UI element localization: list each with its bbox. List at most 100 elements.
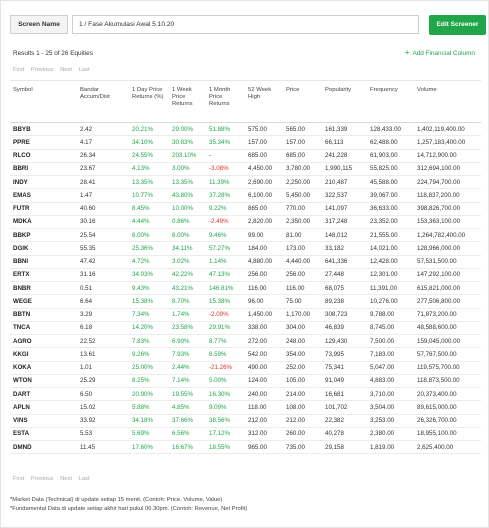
table-cell: 157.00 [283, 135, 322, 150]
table-cell: 17.60% [129, 440, 169, 455]
table-cell: 1.74% [169, 308, 206, 322]
symbol-cell[interactable]: TNCA [10, 321, 77, 336]
table-cell: 4,880.00 [245, 255, 283, 269]
symbol-cell[interactable]: DMND [10, 440, 77, 455]
table-cell: 1,450.00 [245, 308, 283, 322]
table-row[interactable]: FUTR 40.60 8.45% 10.00% 9.22% 865.00 770.00 141… [10, 202, 481, 216]
table-cell: 34.10% [129, 135, 169, 150]
pager-next[interactable]: Next [60, 476, 73, 482]
add-financial-column-button[interactable]: + Add Financial Column [405, 49, 475, 58]
symbol-cell[interactable]: WTON [10, 374, 77, 389]
symbol-cell[interactable]: INDY [10, 175, 77, 190]
table-row[interactable]: TNCA 6.18 14.20% 23.58% 29.91% 338.00 304.00 46… [10, 321, 481, 336]
table-row[interactable]: EMAS 1.47 10.77% 43.80% 37.28% 6,100.00 5,450.… [10, 188, 481, 203]
table-cell: 35.34% [206, 135, 245, 150]
pager-next[interactable]: Next [60, 67, 73, 73]
column-header[interactable]: Symbol [10, 80, 77, 123]
table-cell: 13.35% [129, 175, 169, 190]
table-row[interactable]: ERTX 31.16 34.03% 42.22% 47.13% 256.00 256.00 2… [10, 268, 481, 283]
screen-name-input[interactable]: 1 / Fase Akumulasi Awal 5.10.20 [72, 15, 419, 34]
column-header[interactable]: Popularity [322, 80, 367, 123]
table-cell: 965.00 [245, 440, 283, 455]
table-cell: 29.00% [169, 122, 206, 137]
pager-first[interactable]: First [13, 67, 25, 73]
table-row[interactable]: BBKP 25.54 8.00% 8.00% 9.46% 99.00 81.00 148,01… [10, 228, 481, 243]
symbol-cell[interactable]: DGIK [10, 241, 77, 256]
table-row[interactable]: DART 6.50 20.90% 19.55% 16.30% 240.00 214.00 16… [10, 387, 481, 402]
table-cell: 10.00% [169, 202, 206, 216]
table-cell: 43.80% [169, 188, 206, 203]
table-row[interactable]: MDKA 30.16 4.44% 0.86% -2.49% 2,820.00 2,350.0… [10, 215, 481, 230]
symbol-cell[interactable]: MDKA [10, 215, 77, 230]
edit-screener-button[interactable]: Edit Screener [429, 15, 486, 35]
table-cell: 42.22% [169, 268, 206, 283]
column-header[interactable]: Volume [414, 80, 481, 123]
symbol-cell[interactable]: VINS [10, 414, 77, 428]
table-cell: 43.21% [169, 281, 206, 296]
pager-last[interactable]: Last [78, 476, 90, 482]
table-row[interactable]: PPRE 4.17 34.10% 30.83% 35.34% 157.00 157.00 66… [10, 135, 481, 150]
symbol-cell[interactable]: KOKA [10, 361, 77, 375]
table-row[interactable]: BBNI 47.42 4.72% 3.02% 1.14% 4,880.00 4,440.00… [10, 255, 481, 269]
table-cell: 8.00% [169, 228, 206, 243]
table-cell: 3.02% [169, 255, 206, 269]
column-header[interactable]: Price [283, 80, 322, 123]
column-header[interactable]: 1 Day Price Returns (%) [129, 80, 169, 123]
table-cell: 865.00 [245, 202, 283, 216]
table-row[interactable]: BNBR 0.51 9.43% 43.21% 146.81% 116.00 116.00 68… [10, 281, 481, 296]
table-cell: 73,995 [322, 347, 367, 362]
symbol-cell[interactable]: RLCO [10, 149, 77, 163]
table-cell: 12,301.00 [367, 268, 414, 283]
table-row[interactable]: WTON 25.29 8.25% 7.14% 5.00% 124.00 105.00 91,0… [10, 374, 481, 389]
pager-previous[interactable]: Previous [30, 476, 54, 482]
symbol-cell[interactable]: BBYB [10, 122, 77, 137]
table-cell: 13.61 [77, 347, 129, 362]
results-count: Results 1 - 25 of 26 Equities [13, 50, 93, 57]
column-header[interactable]: Frequency [367, 80, 414, 123]
table-cell: 89,615,000.00 [414, 400, 481, 415]
column-header[interactable]: 1 Week Price Returns [169, 80, 206, 123]
table-cell: 1.47 [77, 188, 129, 203]
symbol-cell[interactable]: WEGE [10, 294, 77, 309]
table-cell: 75,341 [322, 361, 367, 375]
table-cell: 33,182 [322, 241, 367, 256]
table-row[interactable]: DGIK 55.35 25.36% 34.11% 57.27% 184.00 173.00 3… [10, 241, 481, 256]
table-row[interactable]: INDY 28.41 13.35% 13.35% 11.39% 2,690.00 2,250… [10, 175, 481, 190]
pager-first[interactable]: First [13, 476, 25, 482]
symbol-cell[interactable]: ERTX [10, 268, 77, 283]
table-row[interactable]: ESTA 5.53 5.69% 6.56% 17.12% 312.00 260.00 40,2… [10, 427, 481, 442]
symbol-cell[interactable]: ESTA [10, 427, 77, 442]
table-row[interactable]: RLCO 26.34 24.55% 203.10% -685.00 685.00 241,2… [10, 149, 481, 163]
symbol-cell[interactable]: FUTR [10, 202, 77, 216]
symbol-cell[interactable]: BBKP [10, 228, 77, 243]
symbol-cell[interactable]: BBNI [10, 255, 77, 269]
results-table: Symbol Bandar Accum/Dist 1 Day Price Retur… [10, 80, 481, 455]
column-header[interactable]: 52 Week High [245, 80, 283, 123]
table-row[interactable]: BBRI 23.67 4.13% 3.00% -3.08% 4,450.00 3,780.0… [10, 162, 481, 177]
symbol-cell[interactable]: AGRO [10, 334, 77, 349]
symbol-cell[interactable]: BNBR [10, 281, 77, 296]
table-row[interactable]: DMND 11.45 17.60% 16.67% 18.55% 965.00 735.00 2… [10, 440, 481, 455]
table-cell: 40,278 [322, 427, 367, 442]
symbol-cell[interactable]: APLN [10, 400, 77, 415]
table-row[interactable]: BBTN 3.29 7.34% 1.74% -2.09% 1,450.00 1,170.00… [10, 308, 481, 322]
table-cell: 173.00 [283, 241, 322, 256]
table-row[interactable]: VINS 33.92 34.18% 37.66% 38.56% 212.00 212.00 2… [10, 414, 481, 428]
table-row[interactable]: AGRO 22.52 7.83% 6.90% 8.77% 272.00 248.00 129,… [10, 334, 481, 349]
pager-last[interactable]: Last [78, 67, 90, 73]
symbol-cell[interactable]: EMAS [10, 188, 77, 203]
table-row[interactable]: KKGI 13.61 9.26% 7.93% 8.59% 542.00 354.00 73,9… [10, 347, 481, 362]
table-row[interactable]: BBYB 2.42 20.21% 29.00% 51.88% 575.00 565.00 16… [10, 122, 481, 137]
table-row[interactable]: KOKA 1.01 25.00% 2.44% -21.26% 490.00 252.00 75… [10, 361, 481, 375]
pager-previous[interactable]: Previous [30, 67, 54, 73]
column-header[interactable]: Bandar Accum/Dist [77, 80, 129, 123]
table-row[interactable]: APLN 15.02 5.88% 4.85% 9.09% 118.00 108.00 101,… [10, 400, 481, 415]
symbol-cell[interactable]: PPRE [10, 135, 77, 150]
column-header[interactable]: 1 Month Price Returns [206, 80, 245, 123]
symbol-cell[interactable]: DART [10, 387, 77, 402]
symbol-cell[interactable]: BBTN [10, 308, 77, 322]
table-row[interactable]: WEGE 6.64 15.38% 8.70% 15.38% 96.00 75.00 89,23… [10, 294, 481, 309]
symbol-cell[interactable]: KKGI [10, 347, 77, 362]
symbol-cell[interactable]: BBRI [10, 162, 77, 177]
table-cell: 118,873,500.00 [414, 374, 481, 389]
